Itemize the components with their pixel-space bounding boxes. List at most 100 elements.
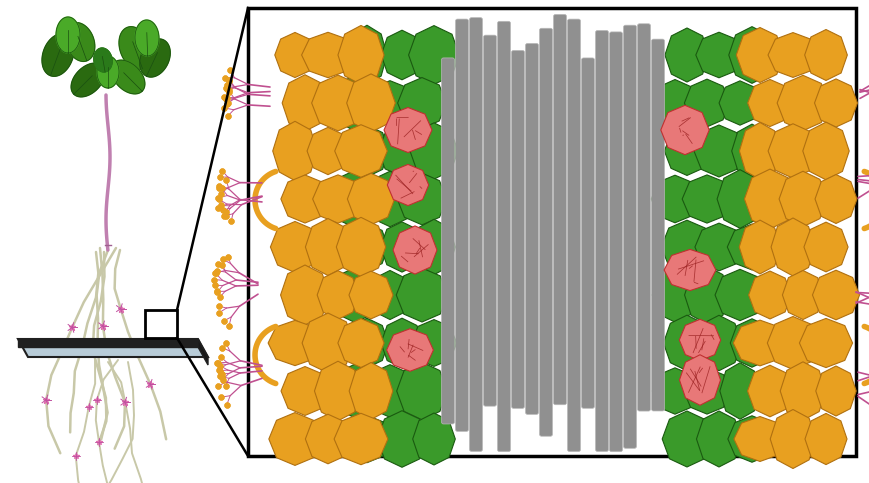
Polygon shape — [111, 60, 144, 94]
Polygon shape — [694, 223, 742, 271]
Polygon shape — [342, 415, 391, 463]
FancyBboxPatch shape — [637, 24, 650, 411]
Polygon shape — [660, 105, 708, 155]
Polygon shape — [695, 32, 741, 78]
Polygon shape — [393, 226, 436, 274]
Polygon shape — [18, 339, 208, 357]
Polygon shape — [766, 316, 818, 369]
Polygon shape — [282, 75, 328, 131]
FancyBboxPatch shape — [567, 19, 580, 452]
Polygon shape — [746, 365, 792, 417]
Polygon shape — [804, 413, 846, 465]
Polygon shape — [335, 125, 387, 177]
Polygon shape — [347, 173, 395, 225]
Polygon shape — [56, 17, 80, 53]
Polygon shape — [679, 319, 720, 361]
Polygon shape — [302, 32, 354, 78]
Polygon shape — [347, 25, 387, 85]
Polygon shape — [334, 413, 388, 465]
Polygon shape — [719, 81, 760, 125]
Polygon shape — [365, 171, 414, 227]
Polygon shape — [140, 39, 170, 77]
Polygon shape — [779, 171, 826, 227]
FancyBboxPatch shape — [511, 50, 524, 408]
Polygon shape — [268, 320, 322, 366]
Polygon shape — [94, 48, 112, 72]
Polygon shape — [302, 313, 354, 373]
Polygon shape — [409, 123, 457, 179]
Polygon shape — [812, 270, 859, 320]
FancyBboxPatch shape — [497, 21, 510, 452]
Polygon shape — [412, 219, 454, 275]
Polygon shape — [119, 27, 151, 69]
Polygon shape — [714, 270, 764, 321]
Polygon shape — [781, 270, 823, 320]
Polygon shape — [348, 363, 393, 420]
Polygon shape — [804, 29, 846, 81]
Polygon shape — [779, 362, 825, 420]
Polygon shape — [716, 170, 762, 228]
Polygon shape — [329, 170, 380, 228]
Polygon shape — [387, 164, 428, 206]
Polygon shape — [94, 48, 112, 72]
Polygon shape — [679, 355, 720, 405]
Polygon shape — [412, 413, 454, 465]
Polygon shape — [71, 63, 105, 97]
Polygon shape — [332, 364, 377, 418]
Polygon shape — [337, 26, 383, 85]
Polygon shape — [42, 34, 74, 76]
Polygon shape — [767, 32, 817, 77]
Polygon shape — [345, 318, 388, 368]
Polygon shape — [397, 173, 447, 225]
Polygon shape — [815, 366, 855, 416]
Polygon shape — [330, 268, 379, 323]
Bar — [145, 310, 176, 338]
Polygon shape — [135, 20, 159, 56]
Polygon shape — [813, 79, 857, 127]
Polygon shape — [696, 315, 740, 371]
Polygon shape — [731, 124, 772, 178]
Polygon shape — [305, 218, 350, 275]
Polygon shape — [380, 222, 423, 272]
Polygon shape — [381, 318, 422, 368]
Polygon shape — [684, 266, 728, 324]
Polygon shape — [381, 30, 422, 80]
Polygon shape — [311, 75, 364, 131]
Polygon shape — [663, 315, 710, 371]
Polygon shape — [198, 339, 208, 365]
Polygon shape — [735, 28, 783, 83]
Polygon shape — [377, 411, 427, 467]
Polygon shape — [397, 78, 446, 128]
Polygon shape — [799, 318, 852, 368]
FancyBboxPatch shape — [553, 14, 566, 405]
Polygon shape — [739, 123, 779, 180]
Polygon shape — [739, 220, 779, 274]
Polygon shape — [281, 367, 328, 415]
Polygon shape — [767, 124, 817, 178]
Polygon shape — [681, 175, 731, 223]
Polygon shape — [693, 125, 743, 177]
FancyBboxPatch shape — [441, 58, 454, 424]
Polygon shape — [652, 368, 697, 414]
Polygon shape — [344, 125, 388, 177]
Polygon shape — [314, 361, 362, 421]
FancyBboxPatch shape — [248, 8, 855, 456]
Polygon shape — [378, 126, 425, 176]
Polygon shape — [776, 75, 828, 131]
FancyBboxPatch shape — [609, 32, 622, 452]
FancyBboxPatch shape — [651, 39, 664, 411]
Polygon shape — [312, 175, 363, 223]
Polygon shape — [651, 175, 698, 223]
Polygon shape — [652, 268, 697, 322]
Polygon shape — [696, 411, 740, 467]
Polygon shape — [272, 121, 317, 181]
Polygon shape — [746, 80, 792, 127]
Polygon shape — [719, 363, 760, 419]
Polygon shape — [728, 27, 774, 84]
Polygon shape — [65, 23, 95, 61]
Polygon shape — [367, 81, 413, 125]
Polygon shape — [336, 217, 385, 277]
Polygon shape — [683, 368, 729, 414]
Polygon shape — [664, 127, 709, 175]
Polygon shape — [395, 268, 448, 322]
